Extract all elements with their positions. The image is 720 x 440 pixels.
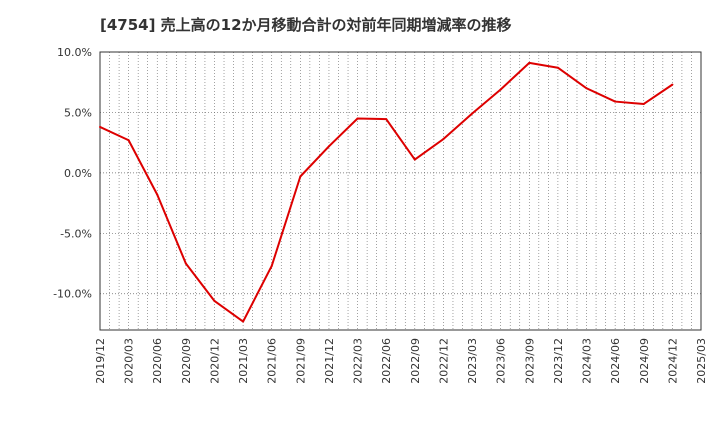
axes: [99, 51, 702, 331]
y-tick-label: 5.0%: [64, 106, 92, 119]
data-point: [556, 66, 559, 69]
x-tick-label: 2019/12: [94, 338, 107, 384]
data-point: [642, 102, 645, 105]
data-point: [213, 299, 216, 302]
x-tick-label: 2020/12: [208, 338, 221, 384]
data-point: [528, 61, 531, 64]
x-tick-label: 2021/12: [323, 338, 336, 384]
grid: [100, 51, 701, 330]
data-point: [413, 158, 416, 161]
data-point: [614, 100, 617, 103]
chart-title: [4754] 売上高の12か月移動合計の対前年同期増減率の推移: [100, 16, 512, 34]
x-tick-label: 2022/12: [437, 338, 450, 384]
data-point: [127, 139, 130, 142]
x-tick-label: 2024/06: [609, 338, 622, 384]
y-tick-label: 10.0%: [57, 46, 92, 59]
x-tick-label: 2021/06: [266, 338, 279, 384]
x-tick-label: 2021/09: [294, 338, 307, 384]
data-point: [99, 125, 101, 128]
data-point: [585, 87, 588, 90]
data-point: [327, 145, 330, 148]
x-tick-label: 2024/09: [638, 338, 651, 384]
data-point: [270, 264, 273, 267]
plot-frame: [99, 51, 702, 331]
series: [99, 61, 674, 323]
data-point: [499, 88, 502, 91]
x-tick-label: 2024/12: [666, 338, 679, 384]
x-tick-label: 2022/03: [352, 338, 365, 384]
data-point: [385, 118, 388, 121]
x-tick-label: 2025/03: [695, 338, 708, 384]
x-tick-label: 2022/09: [409, 338, 422, 384]
x-tick-label: 2023/12: [552, 338, 565, 384]
x-tick-label: 2020/06: [151, 338, 164, 384]
y-tick-label: -10.0%: [53, 288, 92, 301]
x-tick-label: 2022/06: [380, 338, 393, 384]
data-point: [299, 175, 302, 178]
data-point: [242, 320, 245, 323]
plot-area: [100, 52, 701, 330]
data-point: [442, 138, 445, 141]
x-tick-label: 2023/09: [523, 338, 536, 384]
data-point: [471, 112, 474, 115]
data-point: [671, 83, 674, 86]
y-tick-label: 0.0%: [64, 167, 92, 180]
y-tick-label: -5.0%: [60, 227, 92, 240]
x-tick-label: 2021/03: [237, 338, 250, 384]
x-tick-label: 2023/03: [466, 338, 479, 384]
data-point: [184, 262, 187, 265]
x-tick-labels: 2019/12 2020/03 2020/06 2020/09 2020/12 2021/…: [94, 338, 708, 384]
x-tick-label: 2020/03: [123, 338, 136, 384]
y-tick-labels: 10.0% 5.0% 0.0% -5.0% -10.0%: [53, 46, 92, 301]
data-point: [156, 193, 159, 196]
x-tick-label: 2024/03: [581, 338, 594, 384]
data-point: [356, 117, 359, 120]
x-tick-label: 2023/06: [495, 338, 508, 384]
x-tick-label: 2020/09: [180, 338, 193, 384]
